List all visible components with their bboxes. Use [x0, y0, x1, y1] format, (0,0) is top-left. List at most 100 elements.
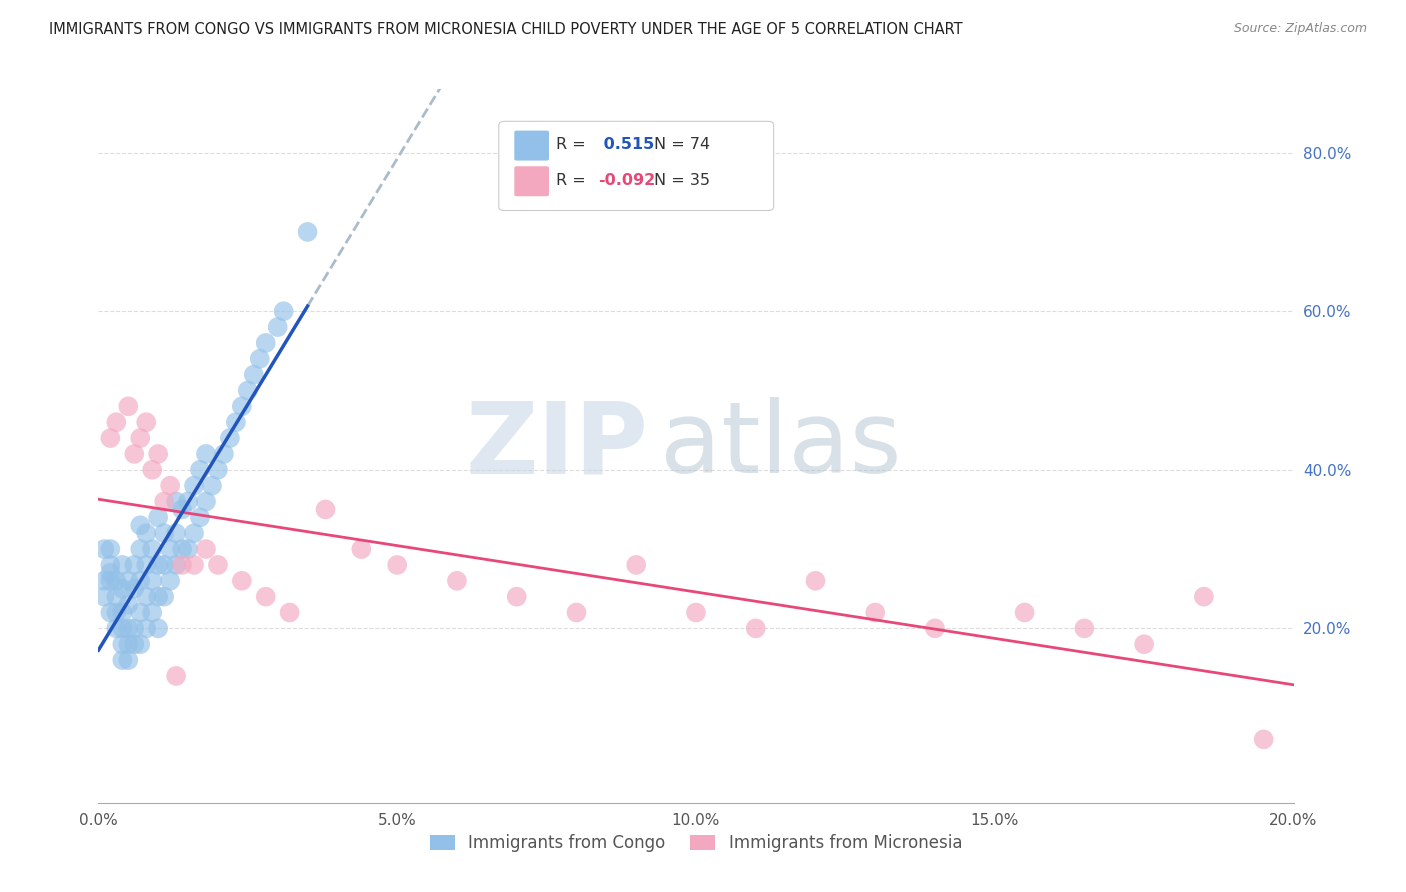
Point: [129, 606, 152, 620]
Point: [254, 335, 277, 350]
Point: [1253, 732, 1275, 747]
Text: R =: R =: [557, 173, 591, 188]
Point: [117, 653, 139, 667]
Point: [111, 606, 134, 620]
Point: [141, 606, 163, 620]
Point: [153, 558, 176, 572]
Point: [135, 415, 157, 429]
FancyBboxPatch shape: [515, 166, 548, 196]
Point: [183, 558, 205, 572]
Point: [172, 558, 194, 572]
Point: [1014, 606, 1036, 620]
Point: [446, 574, 468, 588]
Point: [105, 574, 128, 588]
Text: IMMIGRANTS FROM CONGO VS IMMIGRANTS FROM MICRONESIA CHILD POVERTY UNDER THE AGE : IMMIGRANTS FROM CONGO VS IMMIGRANTS FROM…: [49, 22, 963, 37]
Point: [148, 590, 170, 604]
FancyBboxPatch shape: [515, 130, 548, 161]
Point: [135, 621, 157, 635]
Point: [93, 590, 115, 604]
Point: [195, 494, 218, 508]
Point: [111, 653, 134, 667]
Point: [148, 447, 170, 461]
Text: -0.092: -0.092: [598, 173, 655, 188]
Point: [111, 621, 134, 635]
Point: [865, 606, 887, 620]
Point: [117, 637, 139, 651]
Point: [195, 447, 218, 461]
Point: [117, 400, 139, 414]
Point: [172, 542, 194, 557]
Point: [124, 582, 146, 596]
Point: [188, 463, 211, 477]
Point: [129, 431, 152, 445]
FancyBboxPatch shape: [499, 121, 773, 211]
Point: [212, 447, 235, 461]
Point: [506, 590, 529, 604]
Point: [135, 526, 157, 541]
Point: [135, 590, 157, 604]
Point: [177, 494, 200, 508]
Point: [254, 590, 277, 604]
Point: [231, 574, 253, 588]
Point: [135, 558, 157, 572]
Point: [105, 590, 128, 604]
Point: [105, 621, 128, 635]
Point: [117, 574, 139, 588]
Text: 0.515: 0.515: [598, 137, 654, 153]
Point: [201, 478, 224, 492]
Text: N = 35: N = 35: [654, 173, 710, 188]
Point: [105, 606, 128, 620]
Point: [236, 384, 259, 398]
Point: [124, 637, 146, 651]
Point: [141, 542, 163, 557]
Point: [177, 542, 200, 557]
Point: [129, 574, 152, 588]
Point: [117, 621, 139, 635]
Point: [153, 526, 176, 541]
Point: [159, 478, 181, 492]
Point: [124, 558, 146, 572]
Point: [183, 526, 205, 541]
Point: [98, 558, 122, 572]
Point: [148, 558, 170, 572]
Text: R =: R =: [557, 137, 591, 153]
Point: [111, 637, 134, 651]
Point: [153, 494, 176, 508]
Point: [385, 558, 409, 572]
Point: [124, 621, 146, 635]
Point: [129, 637, 152, 651]
Point: [159, 574, 181, 588]
Point: [249, 351, 271, 366]
Point: [188, 510, 211, 524]
Point: [278, 606, 301, 620]
Point: [685, 606, 707, 620]
Point: [297, 225, 319, 239]
Point: [1073, 621, 1095, 635]
Point: [165, 494, 187, 508]
Point: [98, 542, 122, 557]
Point: [98, 574, 122, 588]
Point: [98, 431, 122, 445]
Point: [924, 621, 946, 635]
Point: [111, 558, 134, 572]
Point: [98, 566, 122, 580]
Point: [165, 558, 187, 572]
Point: [111, 582, 134, 596]
Point: [183, 478, 205, 492]
Point: [165, 526, 187, 541]
Text: Source: ZipAtlas.com: Source: ZipAtlas.com: [1233, 22, 1367, 36]
Point: [148, 621, 170, 635]
Point: [745, 621, 768, 635]
Point: [231, 400, 253, 414]
Point: [98, 606, 122, 620]
Point: [225, 415, 247, 429]
Point: [804, 574, 827, 588]
Point: [207, 558, 229, 572]
Point: [219, 431, 242, 445]
Point: [93, 574, 115, 588]
Point: [105, 415, 128, 429]
Point: [93, 542, 115, 557]
Text: atlas: atlas: [661, 398, 901, 494]
Point: [315, 502, 337, 516]
Point: [153, 590, 176, 604]
